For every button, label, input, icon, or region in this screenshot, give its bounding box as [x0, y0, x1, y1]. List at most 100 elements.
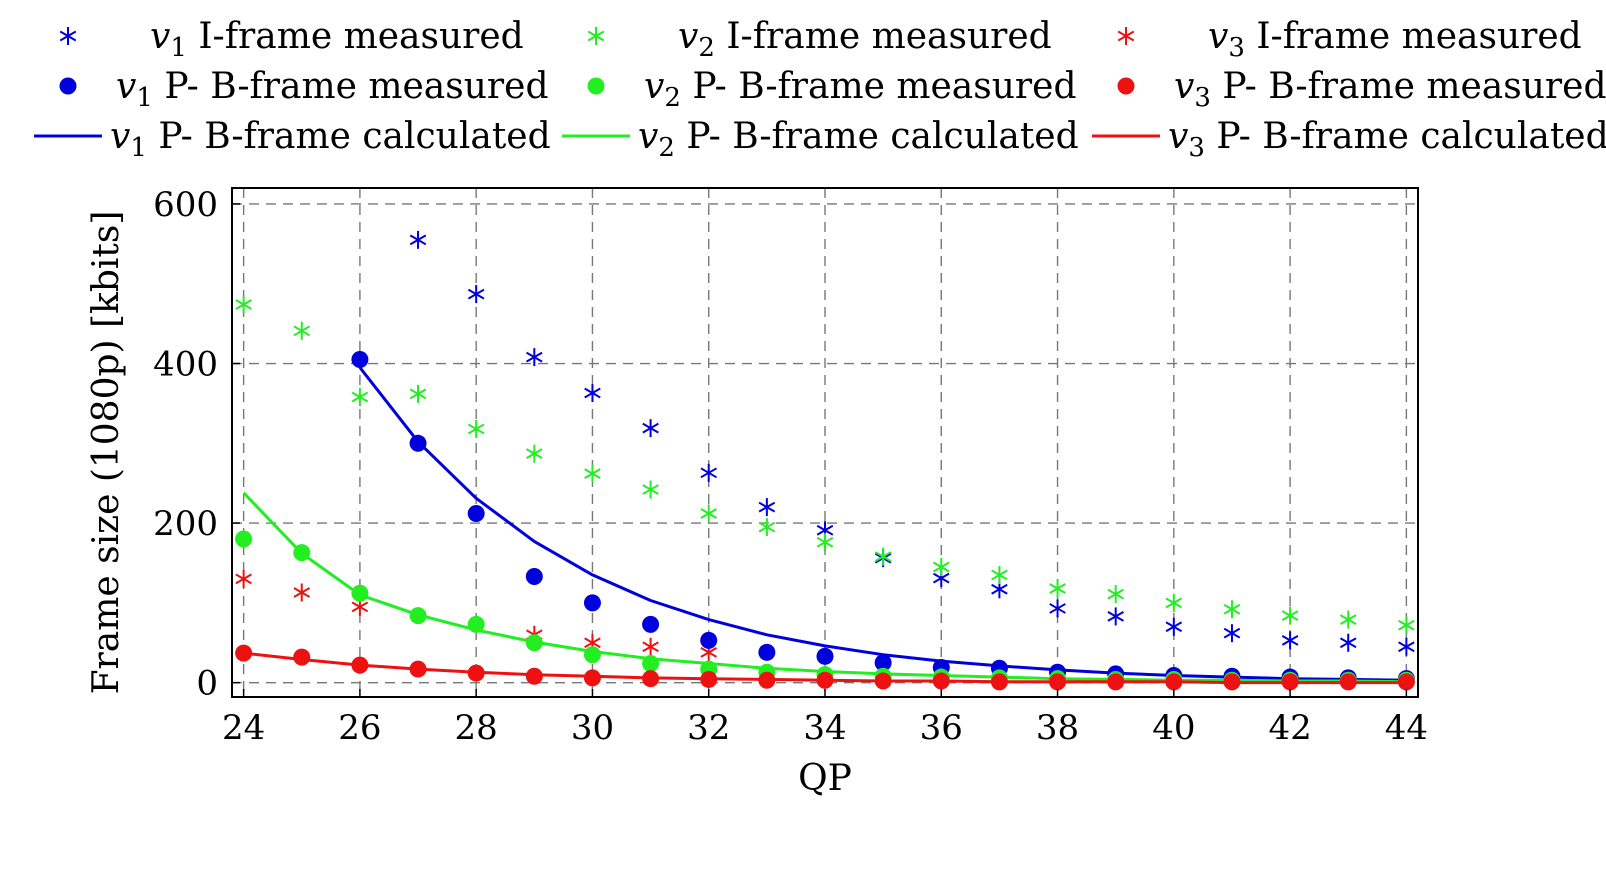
dot-point	[235, 644, 253, 662]
dot-point	[583, 594, 601, 612]
asterisk-point	[1049, 599, 1066, 618]
x-tick-label: 40	[1152, 708, 1195, 748]
asterisk-point	[1398, 637, 1415, 656]
asterisk-point	[1049, 579, 1066, 598]
dot-point	[235, 530, 253, 548]
legend-asterisk-swatch	[59, 27, 77, 45]
tick-labels: 24 26 28 30 32 34 36 38 40 42 44 0 200 400 600	[153, 185, 1428, 748]
legend-entry: v3 P- B-frame calculated	[1092, 116, 1606, 163]
dot-point	[990, 673, 1008, 691]
legend-label-sub: 1	[130, 133, 147, 163]
legend-label-sub: 3	[1228, 33, 1245, 63]
dot-point	[642, 670, 660, 688]
series-layer	[235, 230, 1415, 691]
legend-label-sub: 1	[136, 83, 153, 113]
asterisk-point	[584, 464, 601, 483]
dot-point	[293, 544, 311, 562]
legend-entry: v3 I-frame measured	[1117, 16, 1582, 63]
x-tick-label: 30	[571, 708, 614, 748]
asterisk-point	[642, 637, 659, 656]
dot-point	[642, 654, 660, 672]
asterisk-point	[409, 384, 427, 403]
dot-point	[932, 672, 950, 690]
dot-point	[700, 631, 718, 649]
asterisk-point	[1107, 585, 1124, 604]
x-tick-label: 44	[1385, 708, 1428, 748]
legend-label-text: P- B-frame measured	[153, 66, 549, 107]
legend-label-var: v	[116, 66, 136, 107]
dot-point	[816, 671, 834, 689]
dot-point	[1339, 673, 1357, 691]
x-tick-label: 26	[338, 708, 381, 748]
y-tick-label: 200	[153, 504, 218, 544]
dot-point	[525, 667, 543, 685]
x-tick-label: 32	[687, 708, 730, 748]
asterisk-point	[235, 295, 252, 314]
asterisk-point	[467, 419, 485, 438]
legend-dot-swatch	[59, 77, 77, 95]
asterisk-point	[991, 565, 1008, 584]
dot-point	[758, 643, 776, 661]
legend-label-sub: 2	[664, 83, 681, 113]
series-markers-1	[409, 230, 1415, 656]
asterisk-point	[700, 463, 718, 482]
legend-label: v3 P- B-frame measured	[1174, 66, 1606, 113]
legend-entry: v1 I-frame measured	[59, 16, 524, 63]
legend-label-sub: 2	[698, 33, 715, 63]
x-tick-label: 24	[222, 708, 265, 748]
legend-label-var: v	[150, 16, 170, 57]
legend-asterisk-swatch	[587, 27, 605, 45]
legend-label: v1 P- B-frame measured	[116, 66, 549, 113]
legend: v1 I-frame measured v2 I-frame measured v3…	[34, 16, 1606, 163]
dot-point	[525, 634, 543, 652]
dot-point	[1397, 673, 1415, 691]
dot-point	[525, 568, 543, 586]
dot-point	[467, 505, 485, 523]
legend-label-var: v	[110, 116, 130, 157]
dot-point	[583, 646, 601, 664]
asterisk-point	[642, 480, 659, 499]
dot-point	[409, 434, 427, 452]
legend-dot-swatch	[587, 77, 605, 95]
series-markers-2	[235, 295, 1415, 635]
y-axis-title: Frame size (1080p) [kbits]	[86, 211, 127, 695]
dot-point	[409, 660, 427, 678]
legend-label-sub: 1	[170, 33, 187, 63]
asterisk-point	[467, 285, 485, 304]
series-markers-3	[235, 569, 718, 662]
asterisk-point	[1339, 633, 1357, 652]
dot-point	[293, 648, 311, 666]
legend-label-text: I-frame measured	[187, 16, 524, 57]
legend-entry: v2 P- B-frame calculated	[562, 116, 1079, 163]
dot-point	[583, 669, 601, 687]
dot-point	[874, 654, 892, 672]
asterisk-point	[293, 583, 311, 602]
asterisk-point	[1398, 616, 1415, 635]
asterisk-point	[1223, 600, 1241, 619]
asterisk-point	[758, 498, 776, 517]
asterisk-point	[1165, 593, 1183, 612]
legend-label-text: P- B-frame measured	[681, 66, 1077, 107]
dot-point	[351, 584, 369, 602]
x-tick-label: 36	[920, 708, 963, 748]
legend-label: v2 P- B-frame measured	[644, 66, 1077, 113]
legend-label-text: I-frame measured	[1245, 16, 1582, 57]
asterisk-point	[816, 533, 834, 552]
asterisk-point	[932, 557, 950, 576]
series-line-7	[358, 366, 1407, 682]
legend-label-text: P- B-frame calculated	[1205, 116, 1606, 157]
y-tick-label: 600	[153, 185, 218, 225]
asterisk-point	[293, 321, 311, 340]
dot-point	[700, 670, 718, 688]
dot-point	[758, 671, 776, 689]
legend-label-text: P- B-frame calculated	[675, 116, 1079, 157]
asterisk-point	[874, 547, 892, 566]
legend-label: v2 I-frame measured	[678, 16, 1052, 63]
legend-label-text: P- B-frame calculated	[147, 116, 551, 157]
legend-dot-swatch	[1117, 77, 1135, 95]
x-tick-label: 28	[455, 708, 498, 748]
dot-point	[1107, 673, 1125, 691]
dot-point	[816, 647, 834, 665]
legend-label-text: P- B-frame measured	[1211, 66, 1606, 107]
legend-label-sub: 3	[1194, 83, 1211, 113]
